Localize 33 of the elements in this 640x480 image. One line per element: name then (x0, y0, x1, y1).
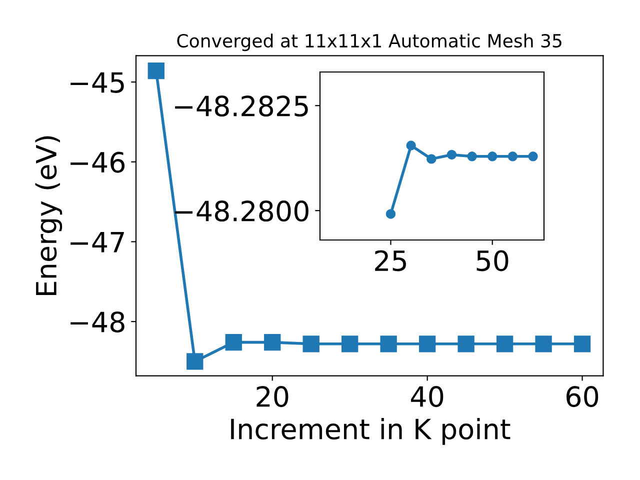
x-tick-label: 25 (375, 250, 406, 272)
point (574, 336, 591, 352)
point (467, 152, 477, 162)
chart-title: Converged at 11x11x1 Automatic Mesh 35 (177, 34, 562, 52)
x-tick-label: 60 (566, 386, 598, 408)
point (418, 336, 436, 352)
point (488, 152, 498, 162)
point (446, 150, 457, 160)
point (302, 336, 320, 352)
y-axis-title: Energy (eV) (35, 136, 62, 295)
point (426, 154, 436, 164)
y-tick-label: −45 (70, 72, 124, 93)
point (508, 152, 518, 162)
y-tick-label: −48.2825 (175, 96, 308, 117)
point (380, 336, 397, 352)
x-tick-label: 20 (256, 386, 288, 408)
point (186, 353, 204, 370)
point (406, 140, 416, 150)
x-tick-label: 40 (411, 386, 444, 408)
y-tick-label: −48 (70, 311, 124, 332)
point (386, 209, 396, 219)
point (496, 336, 514, 352)
y-tick-label: −47 (70, 232, 124, 252)
point (458, 336, 474, 352)
y-tick-label: −46 (70, 152, 125, 173)
point (225, 334, 242, 351)
x-tick-label: 50 (476, 250, 508, 272)
point (148, 62, 164, 80)
point (342, 336, 358, 352)
point (528, 152, 538, 162)
point (535, 336, 552, 352)
point (264, 334, 281, 351)
x-axis-title: Increment in K point (231, 418, 510, 445)
